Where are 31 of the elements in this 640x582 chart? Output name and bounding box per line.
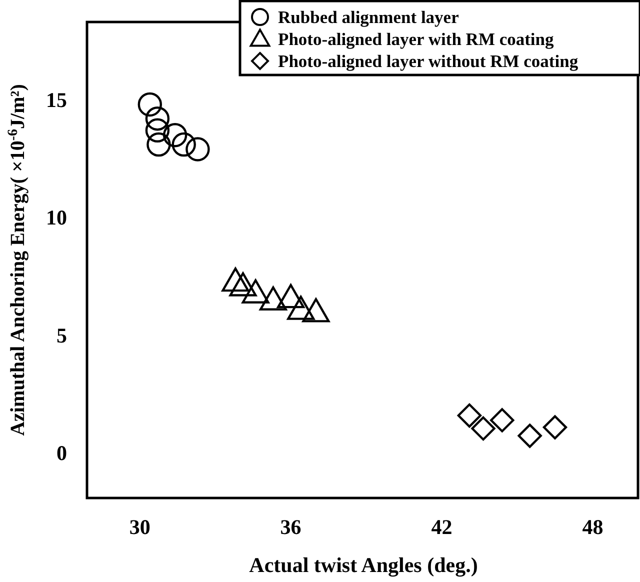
point: [162, 123, 188, 148]
y-tick-label: 15: [46, 88, 67, 112]
y-tick-label: 0: [56, 441, 67, 466]
point: [302, 298, 330, 322]
point: [186, 137, 210, 162]
point: [518, 424, 542, 448]
point: [145, 118, 170, 142]
x-tick-label: 42: [431, 515, 452, 539]
x-tick-label: 30: [129, 515, 150, 539]
point: [457, 403, 482, 428]
point: [259, 286, 287, 311]
point: [229, 272, 257, 296]
point: [145, 106, 170, 131]
x-tick-label: 36: [280, 515, 302, 539]
legend-label: Photo-aligned layer with RM coating: [278, 29, 554, 49]
point: [287, 296, 315, 320]
legend-label: Photo-aligned layer without RM coating: [278, 51, 578, 71]
y-tick-label: 10: [46, 206, 67, 230]
point: [138, 92, 162, 117]
point: [471, 416, 496, 441]
legend-label: Rubbed alignment layer: [278, 7, 460, 27]
x-tick-label: 48: [582, 515, 604, 539]
y-tick-label: 5: [56, 323, 67, 348]
point: [542, 415, 568, 440]
point: [490, 408, 514, 432]
point: [277, 284, 305, 308]
point: [146, 132, 171, 157]
point: [222, 267, 250, 292]
point: [172, 132, 196, 157]
x-axis-title: Actual twist Angles (deg.): [249, 553, 478, 577]
point: [242, 279, 270, 304]
